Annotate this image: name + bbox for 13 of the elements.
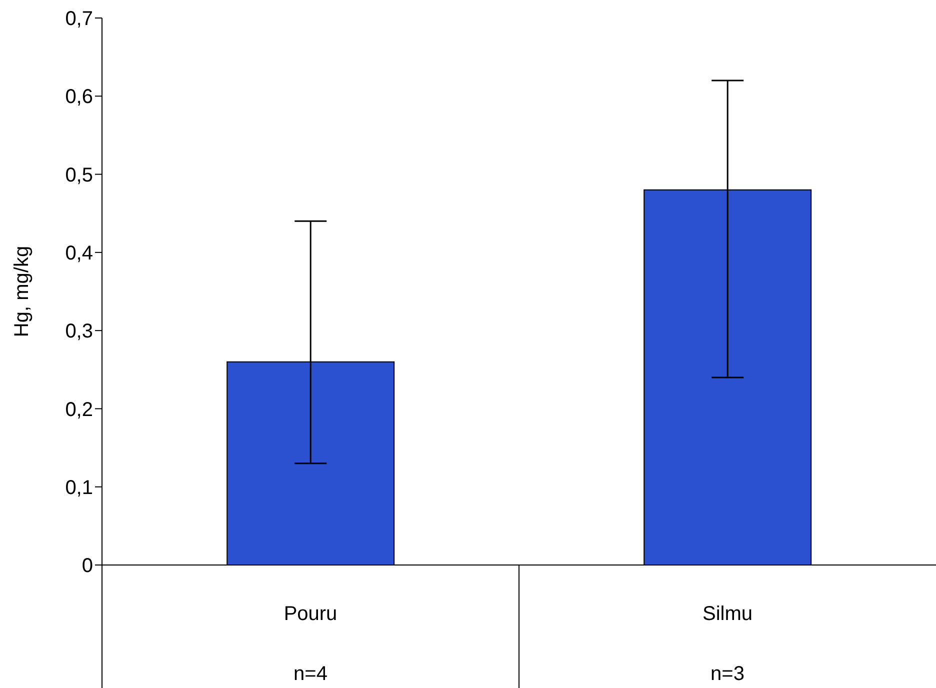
text: n=3 [710, 663, 744, 685]
x-tick-label: Pouru [284, 603, 338, 625]
x-tick-label: Silmu [702, 603, 753, 625]
text: n=4 [294, 663, 328, 685]
y-tick-label: 0,6 [65, 86, 93, 108]
y-axis-title: Hg, mg/kg [11, 246, 34, 338]
y-tick-label: 0,4 [65, 242, 93, 265]
y-tick-label: 0,3 [65, 320, 93, 343]
y-tick-label: 0,7 [65, 8, 93, 30]
y-tick-label: 0,1 [65, 476, 93, 499]
y-tick-label: 0 [82, 555, 93, 578]
y-tick-label: 0,5 [65, 164, 93, 186]
y-tick-label: 0,2 [65, 398, 93, 421]
